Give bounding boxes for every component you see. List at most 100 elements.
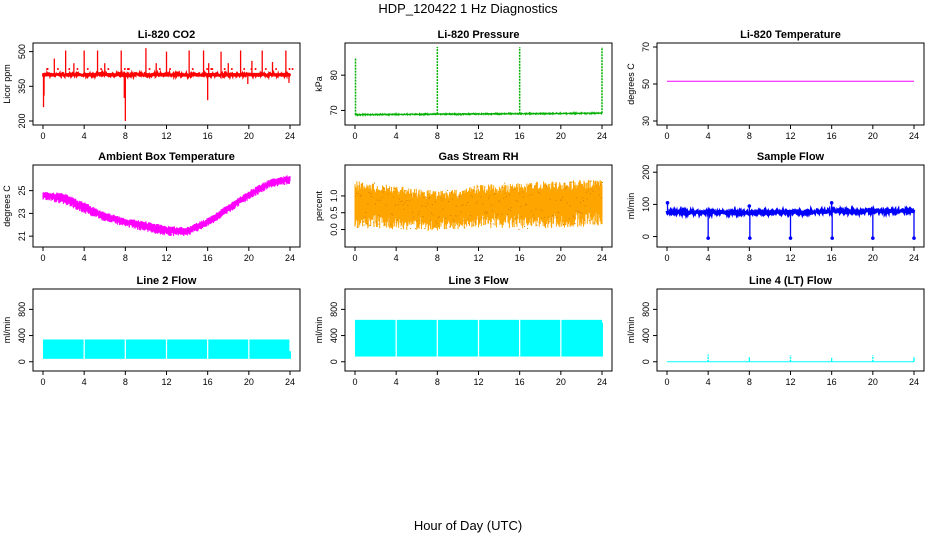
x-tick-label: 24 <box>285 253 295 263</box>
flow-block <box>437 319 478 357</box>
series <box>42 175 291 237</box>
y-tick-label: 800 <box>329 302 339 317</box>
flow-block <box>249 339 290 359</box>
panel-line-2-flow: Line 2 Flow ml/min 0 4 8 12 16 20 24 0 400 800 <box>2 275 301 387</box>
x-tick-label: 4 <box>706 131 711 141</box>
spike-point <box>46 67 49 70</box>
x-tick-label: 8 <box>123 377 128 387</box>
y-tick-label: 400 <box>17 328 27 343</box>
y-tick-label: 0.0 <box>329 223 339 236</box>
y-tick-label: 200 <box>641 165 651 180</box>
y-tick-label: 80 <box>329 70 339 80</box>
spike-point <box>264 67 267 70</box>
panel-sample-flow: Sample Flow ml/min 0 4 8 12 16 20 24 0 100 200 <box>626 151 925 263</box>
x-tick-label: 24 <box>285 131 295 141</box>
x-tick-label: 20 <box>868 253 878 263</box>
spike-point <box>148 67 151 70</box>
panel-title: Line 3 Flow <box>449 275 509 287</box>
x-tick-label: 4 <box>394 131 399 141</box>
spike-point <box>211 67 214 70</box>
y-axis-label: ml/min <box>2 317 12 344</box>
y-tick-label: 0 <box>329 359 339 364</box>
spike-point <box>127 67 130 70</box>
x-tick-label: 0 <box>40 253 45 263</box>
x-tick-label: 20 <box>868 377 878 387</box>
spike-point <box>291 67 294 70</box>
spike-point <box>250 67 253 70</box>
x-tick-label: 0 <box>352 253 357 263</box>
spike-point <box>254 67 257 70</box>
y-tick-label: 25 <box>17 186 27 196</box>
y-tick-label: 500 <box>17 44 27 59</box>
x-tick-label: 4 <box>394 377 399 387</box>
y-axis-label: ml/min <box>626 193 636 220</box>
spike-point <box>107 67 110 70</box>
x-tick-label: 24 <box>597 253 607 263</box>
panel-title: Li-820 Temperature <box>740 29 841 41</box>
x-tick-label: 12 <box>161 377 171 387</box>
series <box>355 319 603 357</box>
x-tick-label: 4 <box>706 377 711 387</box>
spike-point <box>56 67 59 70</box>
spike-point <box>830 236 834 240</box>
flow-block <box>396 319 437 357</box>
x-tick-label: 20 <box>556 377 566 387</box>
x-tick-label: 16 <box>827 131 837 141</box>
spike-point <box>191 67 194 70</box>
panel-title: Line 4 (LT) Flow <box>749 275 832 287</box>
panel-li-820-temperature: Li-820 Temperature degrees C 0 4 8 12 16 20 24 30… <box>626 29 925 141</box>
x-tick-label: 8 <box>123 131 128 141</box>
y-tick-label: 23 <box>17 208 27 218</box>
spike-point <box>912 236 916 240</box>
flow-block <box>43 339 84 359</box>
x-tick-label: 4 <box>82 131 87 141</box>
x-tick-label: 16 <box>515 253 525 263</box>
band-points <box>355 180 603 230</box>
spike-point <box>288 67 291 70</box>
x-tick-label: 12 <box>161 131 171 141</box>
spike-point <box>100 67 103 70</box>
series <box>665 200 916 240</box>
x-tick-label: 12 <box>785 377 795 387</box>
x-tick-label: 0 <box>664 377 669 387</box>
x-tick-label: 20 <box>244 131 254 141</box>
x-tick-label: 16 <box>203 131 213 141</box>
spike-point <box>871 236 875 240</box>
x-tick-label: 0 <box>352 377 357 387</box>
series-line <box>354 110 603 117</box>
x-tick-label: 12 <box>161 253 171 263</box>
y-tick-label: 30 <box>641 116 651 126</box>
flow-block <box>561 319 602 357</box>
y-tick-label: 0 <box>641 359 651 364</box>
x-tick-label: 20 <box>244 253 254 263</box>
band-fill <box>354 179 603 231</box>
x-tick-label: 0 <box>664 253 669 263</box>
x-tick-label: 8 <box>747 131 752 141</box>
y-tick-label: 70 <box>641 42 651 52</box>
spike-point <box>223 67 226 70</box>
y-axis-label: degrees C <box>626 63 636 105</box>
panel-title: Ambient Box Temperature <box>98 151 235 163</box>
y-tick-label: 0 <box>641 234 651 239</box>
x-axis-title: Hour of Day (UTC) <box>413 518 523 533</box>
x-tick-label: 20 <box>556 131 566 141</box>
x-tick-label: 8 <box>435 131 440 141</box>
spike-point <box>748 236 752 240</box>
spike-point <box>829 200 834 205</box>
flow-block <box>167 339 208 359</box>
x-tick-label: 12 <box>785 131 795 141</box>
x-tick-label: 4 <box>706 253 711 263</box>
panel-li-820-pressure: Li-820 Pressure kPa 0 4 8 12 16 20 24 70 80 <box>314 29 613 141</box>
x-tick-label: 8 <box>435 377 440 387</box>
y-tick-label: 100 <box>641 197 651 212</box>
panel-title: Li-820 Pressure <box>438 29 520 41</box>
y-tick-label: 21 <box>17 231 27 241</box>
x-tick-label: 16 <box>827 253 837 263</box>
series <box>667 354 915 363</box>
x-tick-label: 4 <box>394 253 399 263</box>
x-tick-label: 4 <box>82 377 87 387</box>
x-tick-label: 24 <box>597 131 607 141</box>
y-axis-label: degrees C <box>2 185 12 227</box>
x-tick-label: 8 <box>123 253 128 263</box>
